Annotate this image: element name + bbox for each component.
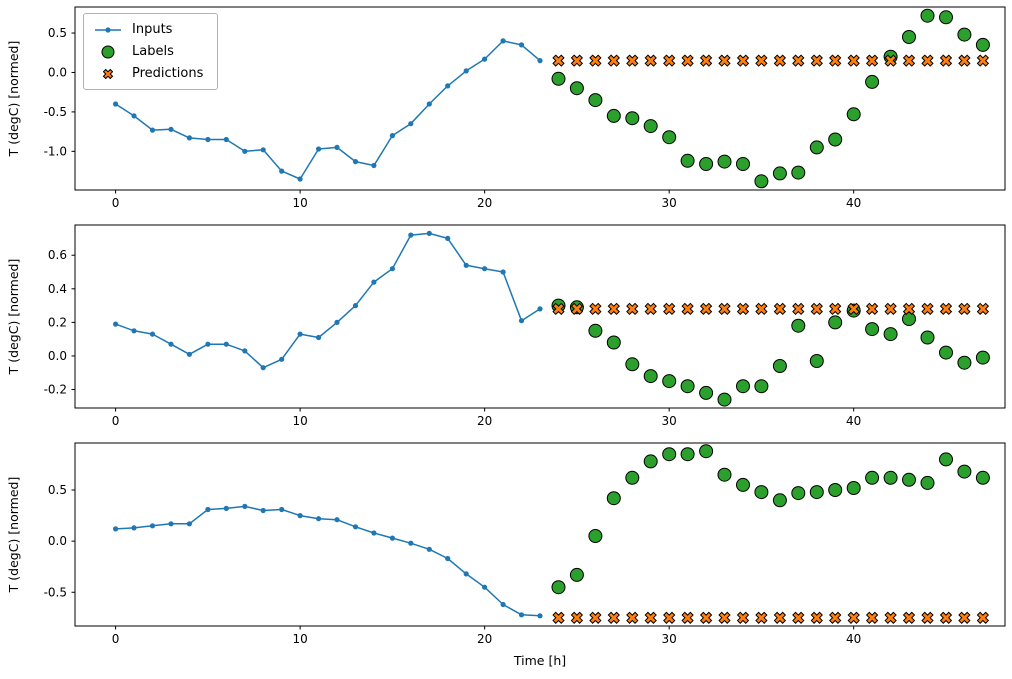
svg-text:40: 40 — [846, 414, 861, 428]
svg-text:20: 20 — [477, 632, 492, 646]
svg-text:-0.2: -0.2 — [44, 383, 67, 397]
axis-ticks: 0 10 20 30 40 0.5 0.0 -0.5 — [44, 483, 862, 646]
svg-text:10: 10 — [292, 196, 307, 210]
predictions-series — [552, 611, 990, 624]
chart-canvas-2: 0 10 20 30 40 0.6 0.4 0.2 0.0 -0.2 T (degC) [norme… — [6, 224, 1006, 428]
svg-text:30: 30 — [662, 414, 677, 428]
labels-series — [551, 8, 990, 189]
axis-ticks: 0 10 20 30 40 0.6 0.4 0.2 0.0 -0.2 — [44, 248, 862, 428]
legend-label-inputs: Inputs — [132, 22, 173, 37]
svg-text:0.0: 0.0 — [48, 65, 67, 79]
legend-item-predictions: Predictions — [93, 65, 203, 82]
axis-ticks: 0 10 20 30 40 0.5 0.0 -0.5 -1.0 — [44, 26, 862, 210]
legend: Inputs Labels Predictions — [83, 13, 219, 90]
svg-text:0.5: 0.5 — [48, 26, 67, 40]
axes-frame — [74, 224, 1006, 409]
legend-item-inputs: Inputs — [93, 21, 203, 38]
y-axis-label: T (degC) [normed] — [6, 41, 21, 158]
labels-circle-icon — [93, 44, 123, 60]
svg-text:0.6: 0.6 — [48, 248, 67, 262]
predictions-series — [552, 54, 990, 67]
chart-canvas-1: 0 10 20 30 40 0.5 0.0 -0.5 -1.0 T (degC) [normed] — [6, 6, 1006, 210]
axes-frame — [74, 6, 1006, 191]
svg-text:10: 10 — [292, 414, 307, 428]
svg-text:10: 10 — [292, 632, 307, 646]
legend-item-labels: Labels — [93, 43, 203, 60]
svg-text:30: 30 — [662, 632, 677, 646]
predictions-series — [552, 302, 990, 316]
svg-text:30: 30 — [662, 196, 677, 210]
svg-text:0.4: 0.4 — [48, 282, 67, 296]
predictions-x-icon — [93, 66, 123, 82]
subplot-middle: 0 10 20 30 40 0.6 0.4 0.2 0.0 -0.2 T (degC) [norme… — [0, 218, 1012, 436]
svg-text:0.2: 0.2 — [48, 315, 67, 329]
svg-text:0.0: 0.0 — [48, 534, 67, 548]
svg-text:-0.5: -0.5 — [44, 105, 67, 119]
svg-text:0: 0 — [112, 414, 120, 428]
labels-series — [551, 444, 990, 595]
x-axis-label: Time [h] — [513, 653, 566, 668]
inputs-series — [113, 38, 543, 182]
svg-text:-0.5: -0.5 — [44, 585, 67, 599]
svg-text:0: 0 — [112, 196, 120, 210]
svg-text:20: 20 — [477, 196, 492, 210]
svg-text:40: 40 — [846, 632, 861, 646]
inputs-series — [113, 230, 543, 371]
subplot-top: 0 10 20 30 40 0.5 0.0 -0.5 -1.0 T (degC) [normed] — [0, 0, 1012, 218]
inputs-line-icon — [93, 23, 123, 37]
inputs-series — [113, 503, 543, 619]
legend-label-labels: Labels — [132, 44, 174, 59]
svg-text:-1.0: -1.0 — [44, 144, 67, 158]
subplot-bottom: 0 10 20 30 40 0.5 0.0 -0.5 T (degC) [normed] Time… — [0, 436, 1012, 679]
y-axis-label: T (degC) [normed] — [6, 477, 21, 594]
y-axis-label: T (degC) [normed] — [6, 259, 21, 376]
svg-text:20: 20 — [477, 414, 492, 428]
labels-series — [551, 298, 990, 407]
svg-text:40: 40 — [846, 196, 861, 210]
chart-canvas-3: 0 10 20 30 40 0.5 0.0 -0.5 T (degC) [normed] Time… — [6, 442, 1006, 668]
axes-frame — [74, 442, 1006, 627]
svg-text:0: 0 — [112, 632, 120, 646]
svg-text:0.0: 0.0 — [48, 349, 67, 363]
legend-label-predictions: Predictions — [132, 66, 204, 81]
svg-text:0.5: 0.5 — [48, 483, 67, 497]
